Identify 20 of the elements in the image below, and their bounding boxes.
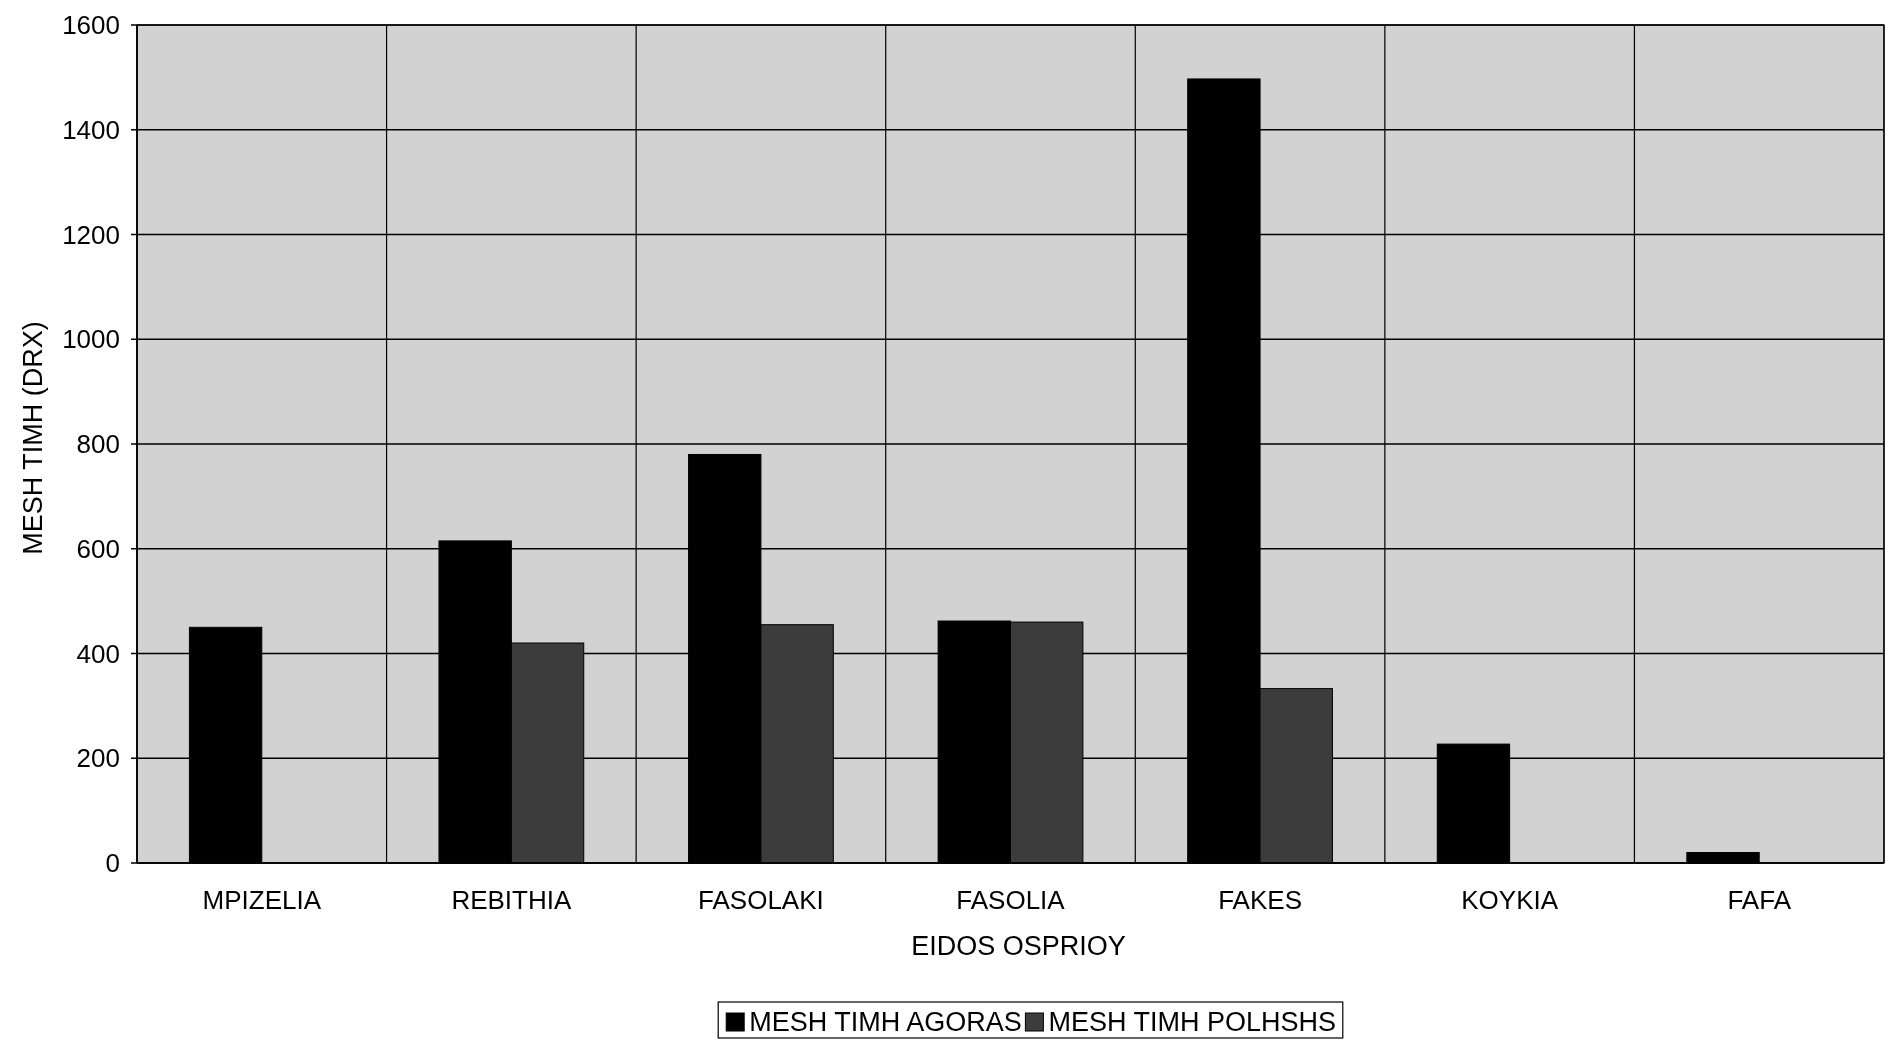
- y-tick-label: 1600: [62, 10, 120, 40]
- legend-label: MESH TIMH AGORAS: [749, 1007, 1022, 1037]
- y-axis-title: MESH TIMH (DRX): [18, 321, 48, 555]
- x-tick-label: FAFA: [1727, 885, 1792, 915]
- x-tick-label: MPIZELIA: [202, 885, 322, 915]
- y-tick-label: 600: [76, 533, 120, 564]
- x-axis-title: EIDOS OSPRIOY: [911, 931, 1126, 961]
- x-tick-label: REBITHIA: [451, 885, 572, 915]
- y-tick-label: 1200: [62, 219, 120, 250]
- x-tick-label: FASOLIA: [956, 885, 1066, 915]
- y-tick-label: 400: [76, 638, 120, 669]
- y-tick-label: 1400: [62, 114, 120, 145]
- y-tick-label: 0: [105, 848, 120, 878]
- legend-label: MESH TIMH POLHSHS: [1048, 1007, 1336, 1037]
- x-tick-label: FASOLAKI: [698, 885, 824, 915]
- y-tick-label: 800: [76, 429, 120, 459]
- x-tick-label: KOYKIA: [1461, 885, 1559, 915]
- x-tick-label: FAKES: [1218, 885, 1302, 915]
- y-tick-label: 1000: [62, 324, 120, 355]
- y-tick-label: 200: [76, 743, 120, 774]
